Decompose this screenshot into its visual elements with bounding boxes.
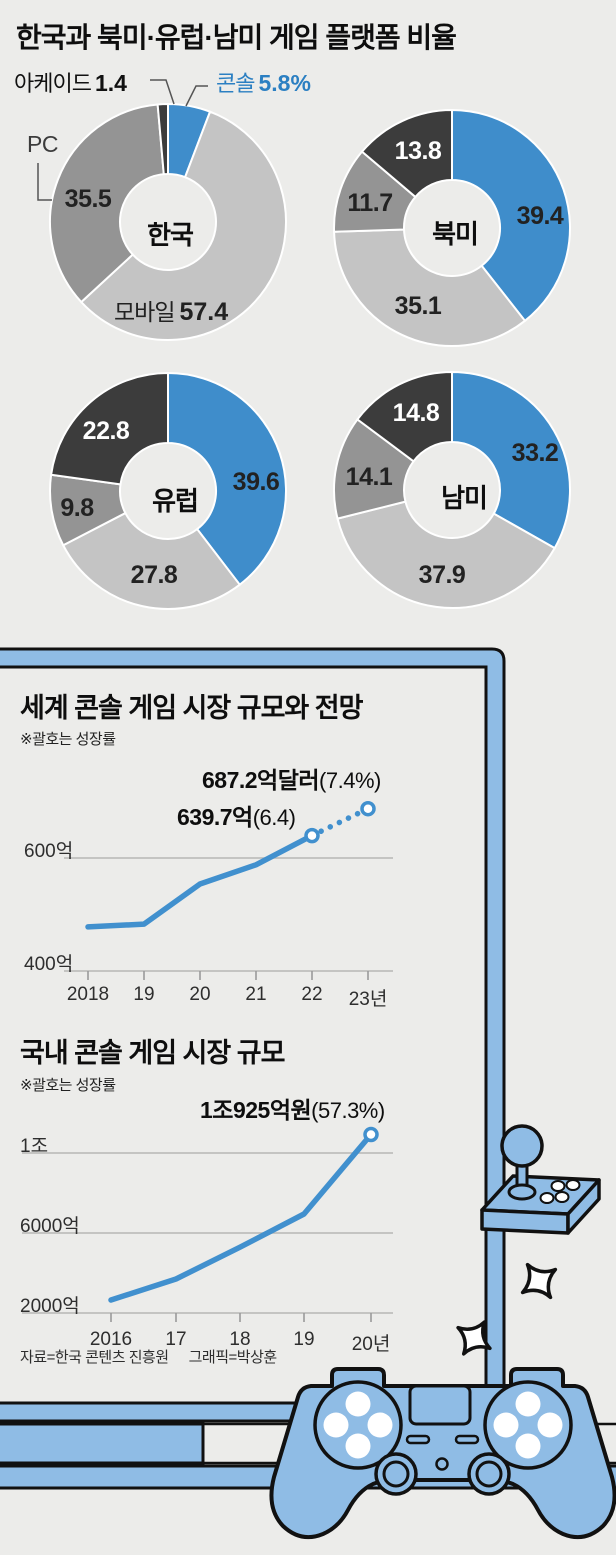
sparkle-icon [520, 1262, 558, 1300]
europe-platform-slice-아케이드 [50, 371, 169, 486]
north-america-platform-slice-아케이드 [360, 108, 453, 199]
gamepad-buttons-area [483, 1380, 573, 1470]
gamepad-right-stick [467, 1452, 511, 1496]
south-america-platform-slice-아케이드 [356, 370, 453, 463]
korea-platform-slice-아케이드 [156, 102, 169, 176]
korea-platform-slice-PC [49, 103, 165, 304]
europe-platform-slice-모바일 [61, 511, 242, 610]
gamepad-pad-dots [323, 1391, 563, 1459]
europe-platform-slice-콘솔 [167, 371, 287, 587]
domestic-line-chart-plot [22, 1126, 393, 1322]
korea-platform-slice-모바일 [79, 110, 287, 341]
gamepad-dpad-area [313, 1380, 403, 1470]
tv-frame [0, 647, 506, 1423]
north-america-platform-slice-콘솔 [451, 108, 571, 323]
gamepad-options-button [454, 1434, 480, 1445]
gamepad-left-stick [374, 1452, 418, 1496]
leader-lines [37, 79, 208, 201]
gamepad-home-button [435, 1457, 449, 1471]
pc-leader-line [37, 163, 52, 201]
gamepad-icon [269, 1367, 616, 1540]
world-line-chart-plot [64, 800, 393, 980]
arcade-leader-line [150, 79, 175, 105]
arcade-joystick-icon [480, 1124, 601, 1235]
console-leader-line [185, 85, 208, 107]
gamepad-touchpad [408, 1384, 472, 1426]
platform-donut-charts [49, 102, 571, 610]
sparkle-icon [456, 1320, 492, 1356]
south-america-platform-slice-모바일 [336, 500, 557, 609]
north-america-platform-slice-모바일 [333, 228, 527, 347]
south-america-platform-slice-콘솔 [451, 370, 571, 550]
gamepad-share-button [405, 1434, 431, 1445]
